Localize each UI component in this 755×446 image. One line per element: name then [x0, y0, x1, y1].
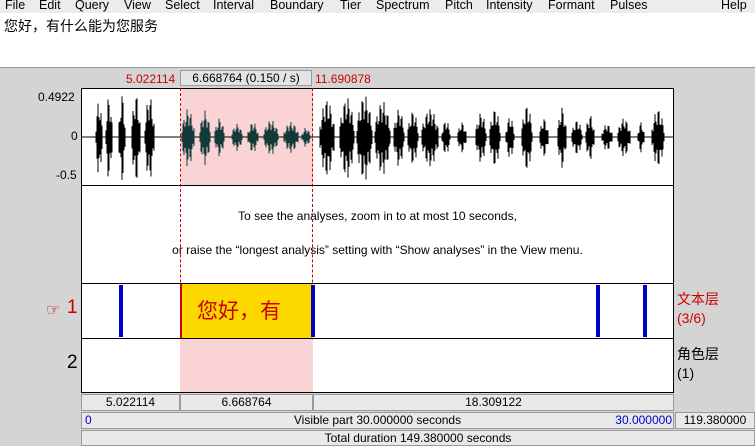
menu-spectrum[interactable]: Spectrum: [376, 0, 430, 12]
waveform-y-bottom: -0.5: [56, 168, 77, 182]
analysis-panel[interactable]: To see the analyses, zoom in to at most …: [81, 186, 674, 283]
tier-2[interactable]: [81, 338, 674, 393]
waveform-y-top: 0.4922: [38, 90, 75, 104]
tier1-name[interactable]: 文本层: [677, 291, 719, 307]
tier2-number: 2: [67, 352, 78, 373]
menu-interval[interactable]: Interval: [213, 0, 254, 12]
waveform-signal: [95, 96, 665, 180]
menu-edit[interactable]: Edit: [39, 0, 61, 12]
menu-pitch[interactable]: Pitch: [445, 0, 473, 12]
visible-part-bar[interactable]: 0 Visible part 30.000000 seconds 30.0000…: [81, 412, 674, 429]
selected-interval[interactable]: 您好，有: [180, 284, 313, 338]
tier-1[interactable]: 您好，有: [81, 283, 674, 339]
selected-interval-text: 您好，有: [197, 300, 281, 323]
tier1-boundary[interactable]: [643, 285, 647, 337]
text-pane-content: 您好，有什么能为您服务: [4, 18, 158, 34]
visible-start: 0: [85, 413, 92, 427]
tier1-number: 1: [67, 297, 78, 318]
menu-select[interactable]: Select: [165, 0, 200, 12]
selection-duration-label[interactable]: 6.668764 (0.150 / s): [180, 70, 312, 86]
menu-file[interactable]: File: [5, 0, 26, 12]
selection-start-guide: [180, 88, 181, 338]
menu-tier[interactable]: Tier: [340, 0, 362, 12]
menu-formant[interactable]: Formant: [548, 0, 595, 12]
text-pane[interactable]: 您好，有什么能为您服务: [0, 13, 755, 68]
tier1-pointer-icon: ☞: [46, 302, 61, 319]
segment-after[interactable]: 18.309122: [313, 394, 674, 411]
selection-end-guide: [312, 88, 313, 338]
tier2-count: (1): [677, 365, 695, 381]
tier2-selection-highlight: [180, 339, 313, 392]
segment-selection[interactable]: 6.668764: [180, 394, 313, 411]
waveform-y-mid: 0: [71, 129, 78, 143]
selection-start-label: 5.022114: [126, 72, 176, 86]
visible-right-bar[interactable]: 119.380000: [675, 412, 755, 429]
segment-before[interactable]: 5.022114: [81, 394, 180, 411]
waveform-panel[interactable]: [81, 88, 674, 186]
analysis-message-line1: To see the analyses, zoom in to at most …: [238, 209, 517, 223]
analysis-message-line2: or raise the “longest analysis” setting …: [172, 243, 583, 257]
tier2-name[interactable]: 角色层: [677, 346, 719, 362]
menu-pulses[interactable]: Pulses: [610, 0, 648, 12]
menu-intensity[interactable]: Intensity: [486, 0, 533, 12]
tier1-boundary[interactable]: [596, 285, 600, 337]
selection-end-label: 11.690878: [315, 72, 371, 86]
menu-boundary[interactable]: Boundary: [270, 0, 324, 12]
menu-help[interactable]: Help: [721, 0, 747, 12]
tier1-boundary[interactable]: [119, 285, 123, 337]
menu-query[interactable]: Query: [75, 0, 110, 12]
tier1-boundary[interactable]: [311, 285, 315, 337]
visible-label: Visible part 30.000000 seconds: [293, 413, 462, 427]
menu-bar: File Edit Query View Select Interval Bou…: [0, 0, 755, 13]
total-duration-bar[interactable]: Total duration 149.380000 seconds: [81, 430, 755, 446]
menu-view[interactable]: View: [124, 0, 151, 12]
tier1-count: (3/6): [677, 310, 706, 326]
visible-end: 30.000000: [615, 413, 672, 427]
